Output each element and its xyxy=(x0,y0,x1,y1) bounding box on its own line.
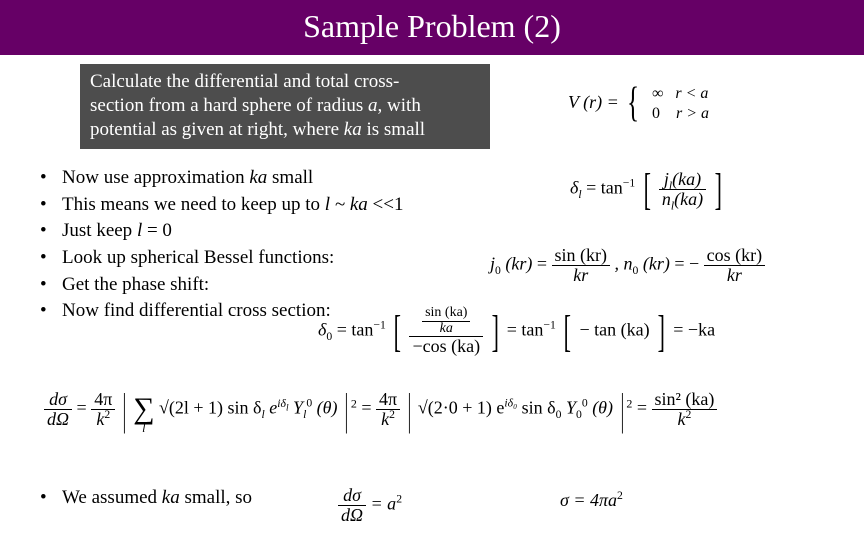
eq-delta-0: δ0 = tan−1 [ sin (ka)ka −cos (ka) ] = ta… xyxy=(318,306,715,356)
problem-line-1: Calculate the differential and total cro… xyxy=(90,70,480,94)
eq-delta-l: δl = tan−1 [ jl(ka) nl(ka) ] xyxy=(570,170,725,209)
eq-result-total: σ = 4πa2 xyxy=(560,490,623,511)
slide-title-bar: Sample Problem (2) xyxy=(0,0,864,55)
eq-potential: V (r) = { ∞ r < a 0 r > a xyxy=(568,84,709,124)
list-item: •This means we need to keep up to l ~ ka… xyxy=(40,193,460,218)
eq-bessel-0: j0 (kr) = sin (kr) kr , n0 (kr) = − cos … xyxy=(490,246,765,285)
list-item: •Now use approximation ka small xyxy=(40,166,460,191)
list-item: •Just keep l = 0 xyxy=(40,219,460,244)
list-item: •Look up spherical Bessel functions: xyxy=(40,246,460,271)
list-item: •We assumed ka small, so xyxy=(40,486,340,511)
eq-result-differential: dσ dΩ = a2 xyxy=(338,486,402,525)
bullet-list-final: •We assumed ka small, so xyxy=(40,486,340,511)
list-item: •Get the phase shift: xyxy=(40,273,460,298)
problem-line-2: section from a hard sphere of radius a, … xyxy=(90,94,480,118)
eq-diff-cross-section: dσ dΩ = 4π k2 | ∑l √(2l + 1) sin δl eiδl… xyxy=(44,390,717,429)
problem-statement-box: Calculate the differential and total cro… xyxy=(80,64,490,149)
slide-title: Sample Problem (2) xyxy=(303,8,561,44)
problem-line-3: potential as given at right, where ka is… xyxy=(90,118,480,142)
bullet-list: •Now use approximation ka small •This me… xyxy=(40,166,460,326)
